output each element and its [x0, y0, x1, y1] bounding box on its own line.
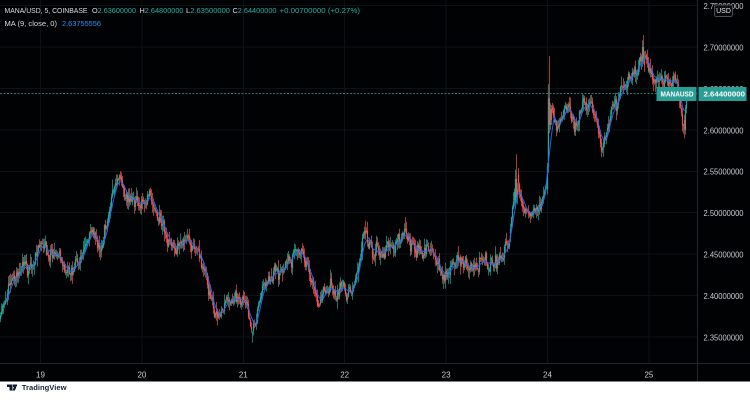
svg-text:2.55000000: 2.55000000 — [704, 168, 745, 177]
svg-text:MANAUSD: MANAUSD — [661, 89, 695, 98]
svg-text:2.35000000: 2.35000000 — [704, 333, 745, 342]
svg-text:H2.64800000: H2.64800000 — [140, 6, 184, 15]
svg-text:25: 25 — [644, 371, 653, 380]
svg-text:MANA/USD, 5, COINBASE: MANA/USD, 5, COINBASE — [5, 6, 88, 15]
svg-text:24: 24 — [543, 371, 552, 380]
svg-text:23: 23 — [442, 371, 451, 380]
svg-text:2.50000000: 2.50000000 — [704, 209, 745, 218]
svg-text:2.64400000: 2.64400000 — [704, 89, 746, 98]
svg-text:2.60000000: 2.60000000 — [704, 126, 745, 135]
svg-text:C2.64400000: C2.64400000 — [233, 6, 277, 15]
svg-text:2.70000000: 2.70000000 — [704, 43, 745, 52]
svg-text:20: 20 — [137, 371, 146, 380]
svg-text:USD: USD — [716, 8, 731, 15]
svg-text:TradingView: TradingView — [22, 383, 67, 392]
svg-text:19: 19 — [36, 371, 45, 380]
svg-text:21: 21 — [239, 371, 248, 380]
svg-text:2.63755556: 2.63755556 — [62, 19, 101, 28]
svg-text:2.45000000: 2.45000000 — [704, 251, 745, 260]
svg-text:L2.63500000: L2.63500000 — [186, 6, 230, 15]
svg-text:2.40000000: 2.40000000 — [704, 292, 745, 301]
svg-text:22: 22 — [340, 371, 349, 380]
svg-text:O2.63600000: O2.63600000 — [92, 6, 136, 15]
svg-text:+0.00700000 (+0.27%): +0.00700000 (+0.27%) — [280, 6, 361, 15]
svg-text:MA (9, close, 0): MA (9, close, 0) — [5, 19, 58, 28]
